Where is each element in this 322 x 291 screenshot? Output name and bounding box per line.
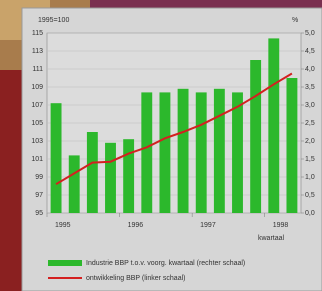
x-tick-label: 1998 (273, 222, 289, 229)
bar (105, 143, 116, 213)
right-axis-label: % (292, 17, 298, 24)
y2-tick-label: 2,5 (305, 120, 315, 127)
y2-tick-label: 3,0 (305, 102, 315, 109)
bar (268, 38, 279, 213)
bar (286, 78, 297, 213)
bar (232, 92, 243, 213)
y-tick-label: 109 (31, 84, 43, 91)
y2-tick-label: 3,5 (305, 84, 315, 91)
bar (87, 132, 98, 213)
y-tick-label: 113 (32, 48, 43, 55)
legend-label: Industrie BBP t.o.v. voorg. kwartaal (re… (86, 260, 245, 267)
screenshot: 1995=100 % kwartaal 95 97 99 101 103 105 107 10… (0, 0, 322, 291)
y2-tick-label: 1,0 (305, 174, 315, 181)
left-axis-label: 1995=100 (38, 17, 69, 24)
y2-tick-label: 4,0 (305, 66, 315, 73)
bar (141, 92, 152, 213)
y-tick-label: 95 (35, 210, 43, 217)
y-tick-label: 105 (31, 120, 43, 127)
y2-tick-label: 2,0 (305, 138, 315, 145)
y-tick-label: 101 (31, 156, 43, 163)
legend-swatch (48, 260, 82, 266)
y2-tick-label: 0,5 (305, 192, 315, 199)
bar (159, 92, 170, 213)
y-tick-label: 115 (32, 30, 43, 37)
bar (51, 103, 62, 213)
y2-tick-label: 1,5 (305, 156, 315, 163)
y-tick-label: 103 (31, 138, 43, 145)
bar (214, 89, 225, 213)
y-tick-label: 99 (35, 174, 43, 181)
y2-tick-label: 4,5 (305, 48, 315, 55)
bar (69, 155, 80, 213)
y2-tick-label: 5,0 (305, 30, 315, 37)
y-tick-label: 107 (31, 102, 43, 109)
legend-label: ontwikkeling BBP (linker schaal) (86, 275, 185, 282)
bar (123, 139, 134, 213)
x-note: kwartaal (258, 235, 285, 242)
bar (250, 60, 261, 213)
page: {"chart_data": {"type": "bar-line", "lef… (0, 0, 322, 291)
y2-tick-label: 0,0 (305, 210, 315, 217)
x-tick-label: 1995 (55, 222, 71, 229)
y-tick-label: 111 (32, 66, 43, 73)
bar (178, 89, 189, 213)
x-tick-label: 1996 (128, 222, 144, 229)
y-tick-label: 97 (35, 192, 43, 199)
bar (196, 92, 207, 213)
x-tick-label: 1997 (200, 222, 216, 229)
